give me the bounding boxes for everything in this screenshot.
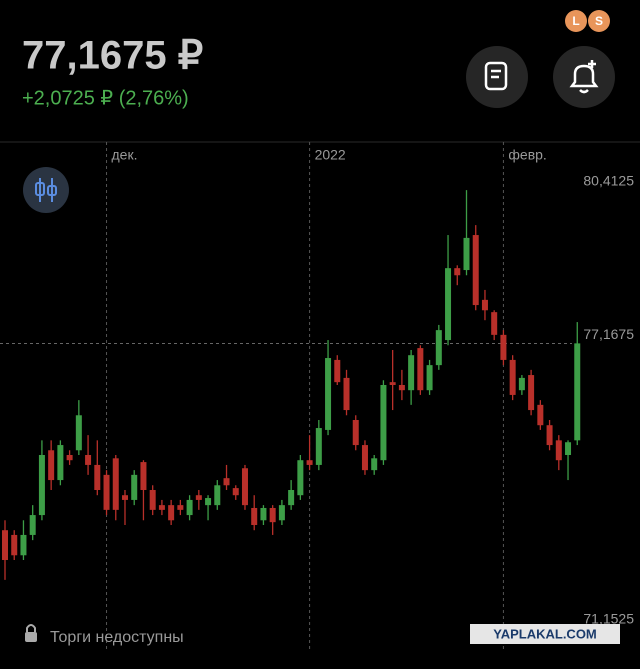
candle-body bbox=[288, 490, 295, 506]
candle-body bbox=[491, 312, 498, 335]
candle-body bbox=[29, 515, 36, 535]
candle-body bbox=[20, 534, 27, 556]
indicator-icon bbox=[47, 185, 57, 196]
candle-body bbox=[472, 235, 479, 306]
y-tick-label: 80,4125 bbox=[583, 173, 634, 189]
candle-body bbox=[195, 495, 202, 500]
lock-icon bbox=[26, 624, 36, 632]
candle-body bbox=[380, 384, 387, 461]
candle-body bbox=[269, 507, 276, 523]
candle-body bbox=[325, 358, 332, 430]
x-tick-label: 2022 bbox=[315, 147, 346, 163]
candle-body bbox=[500, 334, 507, 360]
candle-body bbox=[481, 299, 488, 311]
badge-label: L bbox=[572, 14, 579, 28]
candle-body bbox=[158, 505, 165, 510]
candle-body bbox=[343, 377, 350, 411]
lock-icon bbox=[25, 632, 37, 642]
candle-body bbox=[214, 485, 221, 506]
candle-body bbox=[454, 268, 461, 276]
candle-body bbox=[565, 442, 572, 455]
candle-body bbox=[121, 495, 128, 500]
candle-body bbox=[574, 343, 581, 441]
candle-body bbox=[398, 384, 405, 391]
bell-icon bbox=[569, 64, 599, 94]
candle-body bbox=[361, 445, 368, 471]
candle-body bbox=[11, 534, 18, 556]
watermark-box bbox=[470, 624, 620, 644]
indicator-icon bbox=[35, 182, 45, 196]
candle-body bbox=[417, 348, 424, 391]
candle-body bbox=[75, 415, 82, 451]
x-tick-label: дек. bbox=[112, 147, 138, 163]
price-change: +2,0725 ₽ (2,76%) bbox=[22, 87, 189, 109]
candle-body bbox=[186, 499, 193, 516]
candle-body bbox=[426, 365, 433, 391]
candle-body bbox=[518, 377, 525, 391]
candle-body bbox=[352, 419, 359, 446]
y-tick-label: 77,1675 bbox=[583, 326, 634, 342]
candle-body bbox=[85, 454, 92, 465]
candle-body bbox=[205, 498, 212, 506]
candle-body bbox=[509, 359, 516, 395]
candle-body bbox=[445, 268, 452, 341]
badge[interactable] bbox=[565, 10, 587, 32]
candle-body bbox=[140, 462, 147, 491]
candle-body bbox=[315, 428, 322, 465]
candle-body bbox=[149, 490, 156, 510]
candle-body bbox=[66, 454, 73, 461]
candle-body bbox=[528, 375, 535, 411]
candle-body bbox=[334, 359, 341, 383]
price: 77,1675 ₽ bbox=[22, 34, 203, 78]
indicator-button[interactable] bbox=[23, 167, 69, 213]
watermark: YAPLAKAL.COM bbox=[493, 626, 597, 641]
candle-body bbox=[306, 460, 313, 465]
candle-body bbox=[260, 507, 267, 521]
candle-body bbox=[241, 468, 248, 506]
candle-body bbox=[463, 237, 470, 271]
y-tick-label: 71,1525 bbox=[583, 611, 634, 627]
badge-label: S bbox=[595, 14, 603, 28]
candle-body bbox=[112, 458, 119, 510]
candle-body bbox=[435, 330, 442, 366]
candle-body bbox=[278, 505, 285, 521]
alert-button[interactable] bbox=[553, 46, 615, 108]
candle-body bbox=[223, 478, 230, 486]
candle-body bbox=[251, 507, 258, 526]
candle-body bbox=[546, 425, 553, 446]
badge[interactable] bbox=[588, 10, 610, 32]
candle-body bbox=[232, 488, 239, 496]
bell-icon bbox=[588, 60, 596, 68]
candle-body bbox=[297, 460, 304, 496]
candle-body bbox=[371, 458, 378, 471]
candle-body bbox=[48, 450, 55, 481]
candle-body bbox=[168, 505, 175, 521]
candle-body bbox=[38, 454, 45, 516]
plot: дек. 2022 февр. 80,4125 77,1675 71,1525 bbox=[0, 142, 634, 650]
candle-body bbox=[408, 355, 415, 391]
candle-body bbox=[537, 404, 544, 426]
candle-body bbox=[555, 440, 562, 461]
candle-body bbox=[177, 505, 184, 510]
candle-body bbox=[2, 530, 8, 561]
candle-body bbox=[103, 474, 110, 510]
candle-body bbox=[57, 445, 64, 481]
candle-body bbox=[131, 474, 138, 500]
notes-icon bbox=[484, 61, 508, 91]
candle-body bbox=[94, 464, 101, 491]
x-tick-label: февр. bbox=[508, 147, 546, 163]
status: Торги недоступны bbox=[50, 629, 184, 646]
candle-body bbox=[389, 382, 396, 385]
